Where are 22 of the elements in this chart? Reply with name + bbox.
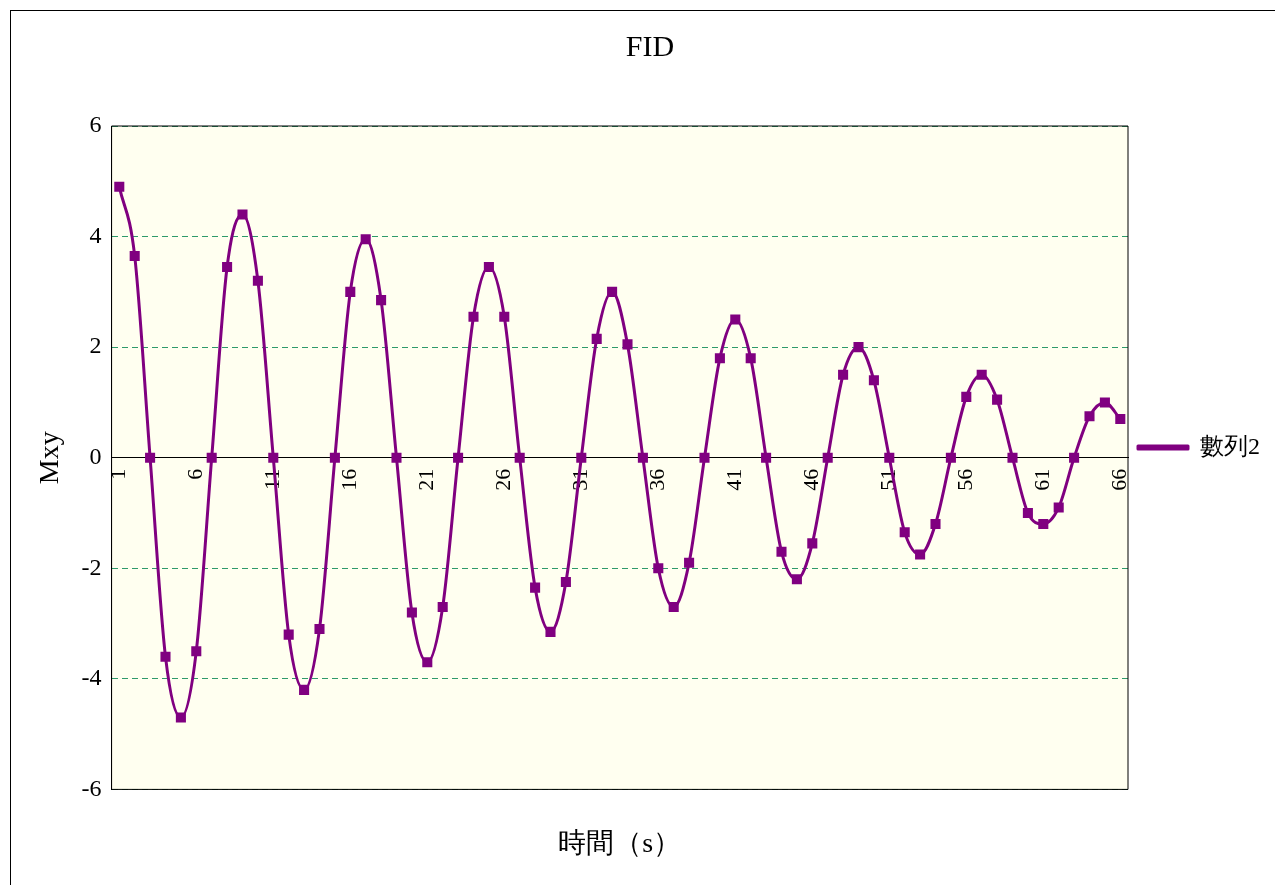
x-tick-label: 66: [1106, 468, 1132, 491]
y-tick-label: 0: [89, 443, 102, 469]
x-tick-label: 56: [952, 468, 978, 491]
x-axis-title: 時間（s）: [558, 826, 682, 858]
x-tick-label: 1: [105, 468, 131, 480]
x-tick-label: 21: [413, 468, 439, 491]
y-tick-label: -4: [81, 664, 102, 691]
y-tick-label: -2: [81, 553, 102, 580]
y-axis-title: Mxy: [33, 431, 65, 485]
x-tick-label: 61: [1029, 468, 1055, 491]
y-tick-label: 2: [89, 332, 102, 359]
y-tick-label: 4: [89, 221, 102, 248]
x-tick-label: 16: [336, 468, 362, 491]
y-tick-label: 6: [89, 111, 102, 138]
x-tick-label: 6: [182, 468, 208, 480]
chart-title: FID: [625, 28, 675, 62]
legend-label: 數列2: [1200, 432, 1260, 459]
x-tick-label: 26: [490, 468, 516, 491]
x-tick-label: 36: [644, 468, 670, 491]
x-tick-label: 46: [798, 468, 824, 491]
x-tick-label: 41: [721, 468, 747, 491]
y-tick-label: -6: [81, 774, 102, 801]
